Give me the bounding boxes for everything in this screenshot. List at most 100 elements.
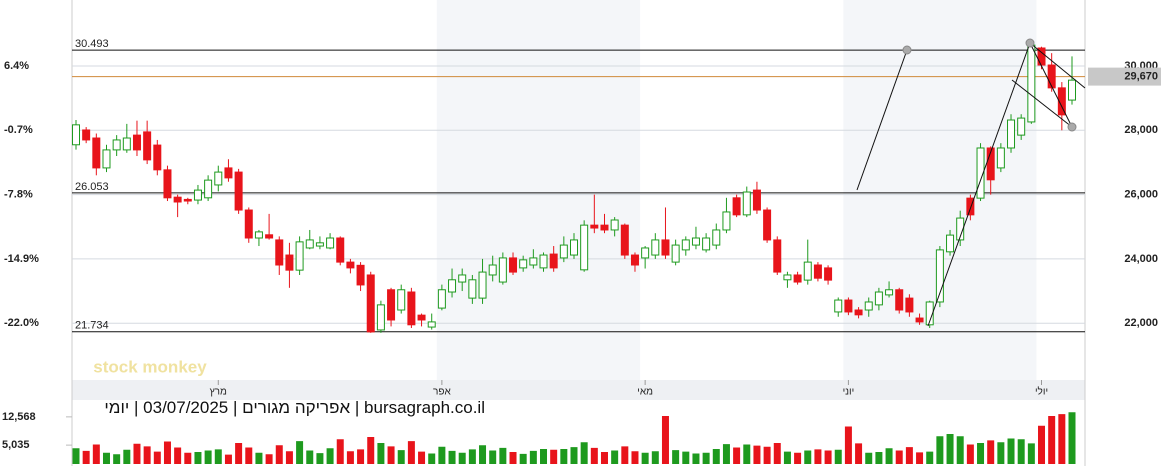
bands xyxy=(436,0,1037,380)
candle-body xyxy=(488,264,497,276)
volume-bar xyxy=(540,449,548,464)
candle-body xyxy=(346,261,355,269)
volume-bar xyxy=(346,451,354,464)
volume-bar xyxy=(946,434,954,464)
volume-bar xyxy=(499,447,507,464)
candle-body xyxy=(204,179,213,199)
candle-body xyxy=(387,289,396,321)
volume-bar xyxy=(245,447,253,464)
candle-body xyxy=(844,299,853,313)
candle-body xyxy=(265,234,274,239)
trend-handle xyxy=(902,45,912,55)
trend-handle xyxy=(1025,38,1035,48)
candle-body xyxy=(275,239,284,266)
candle-body xyxy=(681,239,690,251)
candle-body xyxy=(610,219,619,231)
volume-bar xyxy=(184,452,192,464)
volume-bar xyxy=(1027,443,1035,464)
pct-tick-label: -14.9% xyxy=(4,253,39,265)
volume-bar xyxy=(855,443,863,464)
volume-bar xyxy=(905,447,913,464)
candle-body xyxy=(854,309,863,316)
volume-bar xyxy=(865,452,873,464)
candle-body xyxy=(570,239,578,256)
volume-bar xyxy=(702,452,710,464)
candle-body xyxy=(590,224,599,229)
candle-body xyxy=(773,239,782,273)
trend-lines xyxy=(856,38,1086,327)
volume-bar xyxy=(153,451,161,464)
candle-body xyxy=(498,257,507,283)
volume-bar xyxy=(1068,412,1076,464)
candle-body xyxy=(620,224,629,256)
candle-body xyxy=(529,257,538,266)
candle-body xyxy=(834,299,843,313)
volume-bar xyxy=(712,449,720,464)
trend-line xyxy=(856,49,908,191)
volume-bar xyxy=(743,444,751,464)
volume-bar xyxy=(265,454,273,464)
candle-body xyxy=(651,239,660,256)
volume-bar xyxy=(977,443,985,464)
volume-bar xyxy=(214,449,222,464)
volume-bar xyxy=(489,450,497,464)
candle-body xyxy=(783,274,792,281)
candle-body xyxy=(702,237,711,251)
volume-bar xyxy=(997,442,1005,464)
candle-body xyxy=(193,189,202,201)
candle-body xyxy=(946,234,955,253)
volume-bar xyxy=(1048,416,1056,464)
volume-bar xyxy=(407,441,415,464)
volume-bar xyxy=(529,450,537,464)
volume-bar xyxy=(672,450,680,464)
volume-bar xyxy=(509,452,517,464)
candle-body xyxy=(885,289,894,296)
candle-body xyxy=(742,191,751,216)
candle-body xyxy=(519,259,528,269)
candle-body xyxy=(864,301,873,311)
candle-body xyxy=(509,257,518,273)
chart-title: bursagraph.co.il | אפריקה מגורים | 03/07… xyxy=(104,398,485,417)
candle-body xyxy=(224,167,233,179)
candle-body xyxy=(448,279,457,293)
volume-bar xyxy=(102,452,110,464)
candle-body xyxy=(915,317,924,323)
candle-body xyxy=(397,289,406,311)
candle-body xyxy=(82,129,91,141)
volume-bar xyxy=(316,453,324,464)
candle-body xyxy=(478,271,487,299)
volume-bar xyxy=(814,449,822,464)
volume-bar xyxy=(611,450,619,464)
volume-bar xyxy=(123,449,131,464)
volume-bar xyxy=(956,436,964,464)
volume-bar xyxy=(113,454,121,464)
volume-bar xyxy=(631,451,639,464)
pct-tick-label: -7.8% xyxy=(4,189,33,201)
candle-body xyxy=(163,169,172,199)
candle-body xyxy=(996,147,1005,169)
volume-bar xyxy=(661,416,669,464)
candle-body xyxy=(763,209,772,241)
volume-bar xyxy=(651,451,659,464)
pct-tick-label: -22.0% xyxy=(4,317,39,329)
candle-body xyxy=(600,224,609,231)
volume-bar xyxy=(722,444,730,464)
candle-body xyxy=(874,291,883,306)
candle-body xyxy=(539,254,548,269)
pct-tick-label: 6.4% xyxy=(4,60,29,72)
x-tick-label: יולי xyxy=(1035,386,1048,398)
volume-bar xyxy=(987,440,995,464)
level-label: 21.734 xyxy=(75,320,109,332)
volume-bar xyxy=(560,449,568,464)
candle-body xyxy=(976,147,985,199)
candle-body xyxy=(468,279,477,299)
candle-body xyxy=(214,171,223,186)
volume-bar xyxy=(235,443,243,464)
candle-body xyxy=(1007,119,1016,149)
volume-bar xyxy=(255,452,263,464)
volume-bar xyxy=(966,444,974,464)
level-label: 26.053 xyxy=(75,181,109,193)
volume-bar xyxy=(306,450,314,464)
candle-body xyxy=(366,274,375,333)
volume-bar xyxy=(682,451,690,464)
